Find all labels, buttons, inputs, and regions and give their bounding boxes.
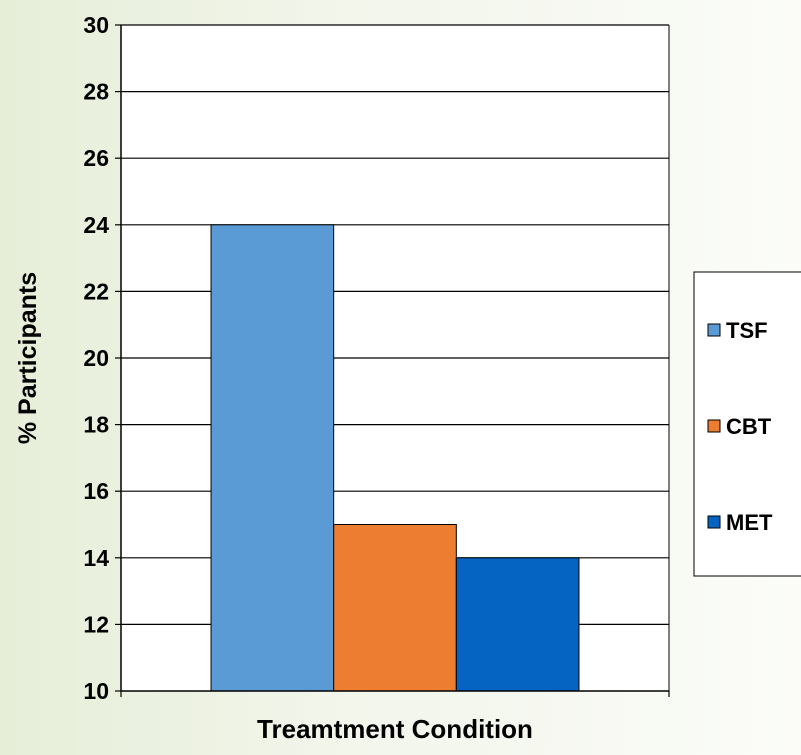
y-tick-label: 24 — [83, 212, 109, 238]
legend: TSF CBT MET — [693, 271, 801, 577]
legend-swatch-tsf — [707, 323, 721, 337]
bars — [210, 224, 580, 692]
y-tick-label: 26 — [83, 145, 109, 171]
y-tick-label: 14 — [83, 545, 109, 571]
y-tick-label: 30 — [83, 12, 109, 38]
y-tick-label: 16 — [83, 478, 109, 504]
legend-label-cbt: CBT — [726, 414, 772, 439]
legend-label-tsf: TSF — [726, 318, 768, 343]
bar-met — [455, 557, 580, 692]
y-tick-label: 22 — [83, 278, 109, 304]
y-tick-label: 18 — [83, 412, 109, 438]
x-axis-label: Treamtment Condition — [257, 714, 533, 744]
y-axis-label: % Participants — [14, 272, 42, 444]
y-tick-label: 28 — [83, 79, 109, 105]
bar-cbt — [333, 524, 457, 692]
legend-swatch-cbt — [707, 419, 721, 433]
y-tick-label: 20 — [83, 345, 109, 371]
y-tick-label: 10 — [83, 678, 109, 704]
y-tick-label: 12 — [83, 611, 109, 637]
legend-label-met: MET — [726, 510, 773, 535]
bar-tsf — [210, 224, 335, 692]
legend-swatch-met — [707, 515, 721, 529]
y-ticks: 10 12 14 16 18 20 22 24 26 28 30 — [83, 12, 670, 704]
